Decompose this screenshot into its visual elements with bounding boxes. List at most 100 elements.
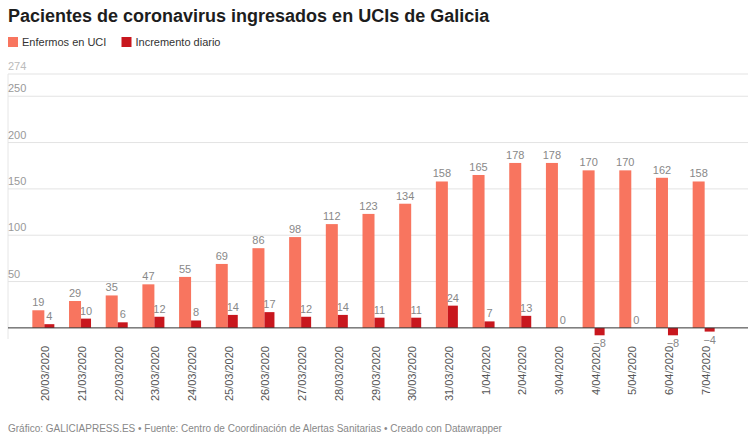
data-label: 8 (193, 306, 199, 318)
y-tick-label: 150 (8, 175, 26, 187)
data-label: 14 (227, 301, 239, 313)
x-tick-label: 3/04/2020 (553, 346, 565, 395)
x-tick-label: 26/03/2020 (259, 346, 271, 401)
bar (228, 315, 238, 328)
data-label: 47 (142, 270, 154, 282)
x-tick-label: 30/03/2020 (406, 346, 418, 401)
grid-line (8, 142, 748, 143)
grid-line (8, 74, 748, 75)
data-label: 162 (653, 164, 671, 176)
data-label: 35 (106, 281, 118, 293)
bar (81, 319, 91, 328)
data-label: 11 (374, 304, 385, 316)
data-label: 4 (46, 310, 52, 322)
bar (106, 295, 118, 327)
bar (118, 322, 128, 328)
x-tick-label: 1/04/2020 (480, 346, 492, 395)
data-label: 158 (689, 167, 707, 179)
bar (363, 214, 375, 328)
y-axis-line (8, 74, 9, 339)
legend-label: Incremento diario (136, 36, 221, 48)
x-tick-label: 24/03/2020 (186, 346, 198, 401)
x-tick-label: 20/03/2020 (39, 346, 51, 401)
chart: Pacientes de coronavirus ingresados en U… (0, 0, 756, 447)
data-label: 24 (447, 292, 459, 304)
bar (338, 315, 348, 328)
bar (411, 318, 421, 328)
y-tick-label: 200 (8, 129, 26, 141)
x-tick-label: 27/03/2020 (296, 346, 308, 401)
data-label: 0 (560, 314, 566, 326)
data-label: 11 (410, 304, 421, 316)
data-label: 134 (396, 190, 414, 202)
x-tick-label: 25/03/2020 (223, 346, 235, 401)
y-tick-label: 100 (8, 221, 26, 233)
data-label: 55 (179, 263, 191, 275)
data-label: 69 (216, 250, 228, 262)
grid-line (8, 235, 748, 236)
x-tick-label: 29/03/2020 (370, 346, 382, 401)
data-label: 178 (543, 149, 561, 161)
x-tick-label: 28/03/2020 (333, 346, 345, 401)
bar (583, 170, 595, 328)
data-label: 112 (323, 210, 341, 222)
grid-line (8, 188, 748, 189)
data-label: 178 (506, 149, 524, 161)
bar (436, 181, 448, 327)
bar (619, 170, 631, 328)
data-label: 0 (633, 314, 639, 326)
data-label: −4 (703, 334, 716, 346)
data-labels: 1929354755698698112123134158165178178170… (32, 149, 716, 349)
data-label: 13 (520, 302, 532, 314)
bar (44, 324, 54, 328)
data-label: 158 (433, 167, 451, 179)
data-label: 12 (300, 303, 312, 315)
x-tick-label: 31/03/2020 (443, 346, 455, 401)
bar (668, 328, 678, 335)
data-label: 6 (120, 308, 126, 320)
x-tick-label: 21/03/2020 (76, 346, 88, 401)
legend-label: Enfermos en UCI (22, 36, 106, 48)
data-label: 170 (616, 156, 634, 168)
data-label: 14 (337, 301, 349, 313)
bar (448, 306, 458, 328)
bar (252, 248, 264, 328)
baseline (8, 327, 748, 328)
bar (546, 163, 558, 328)
y-tick-label: 274 (8, 60, 26, 72)
grid-line (8, 281, 748, 282)
data-label: 86 (252, 234, 264, 246)
data-label: 98 (289, 223, 301, 235)
data-label: 7 (486, 307, 492, 319)
source: Gráfico: GALICIAPRESS.ES • Fuente: Centr… (8, 423, 503, 434)
bar (154, 317, 164, 328)
data-label: 19 (32, 296, 44, 308)
title: Pacientes de coronavirus ingresados en U… (8, 6, 490, 26)
x-tick-label: 7/04/2020 (700, 346, 712, 395)
bar (216, 264, 228, 328)
bars (32, 163, 714, 335)
legend-swatch (122, 37, 132, 47)
data-label: 170 (579, 156, 597, 168)
x-tick-label: 22/03/2020 (113, 346, 125, 401)
bar (693, 181, 705, 327)
bar (705, 328, 715, 332)
bar (656, 178, 668, 328)
bar (301, 317, 311, 328)
bar (264, 312, 274, 328)
x-tick-label: 23/03/2020 (149, 346, 161, 401)
grid-line (8, 96, 748, 97)
bar (375, 318, 385, 328)
x-tick-label: 6/04/2020 (663, 346, 675, 395)
data-label: 17 (263, 298, 275, 310)
bar (191, 320, 201, 327)
bar (179, 277, 191, 328)
data-label: 12 (153, 303, 165, 315)
data-label: 29 (69, 287, 81, 299)
x-tick-label: 5/04/2020 (626, 346, 638, 395)
bar (521, 316, 531, 328)
bar (485, 321, 495, 327)
bar (32, 310, 44, 328)
legend-swatch (8, 37, 18, 47)
y-tick-label: 250 (8, 82, 26, 94)
